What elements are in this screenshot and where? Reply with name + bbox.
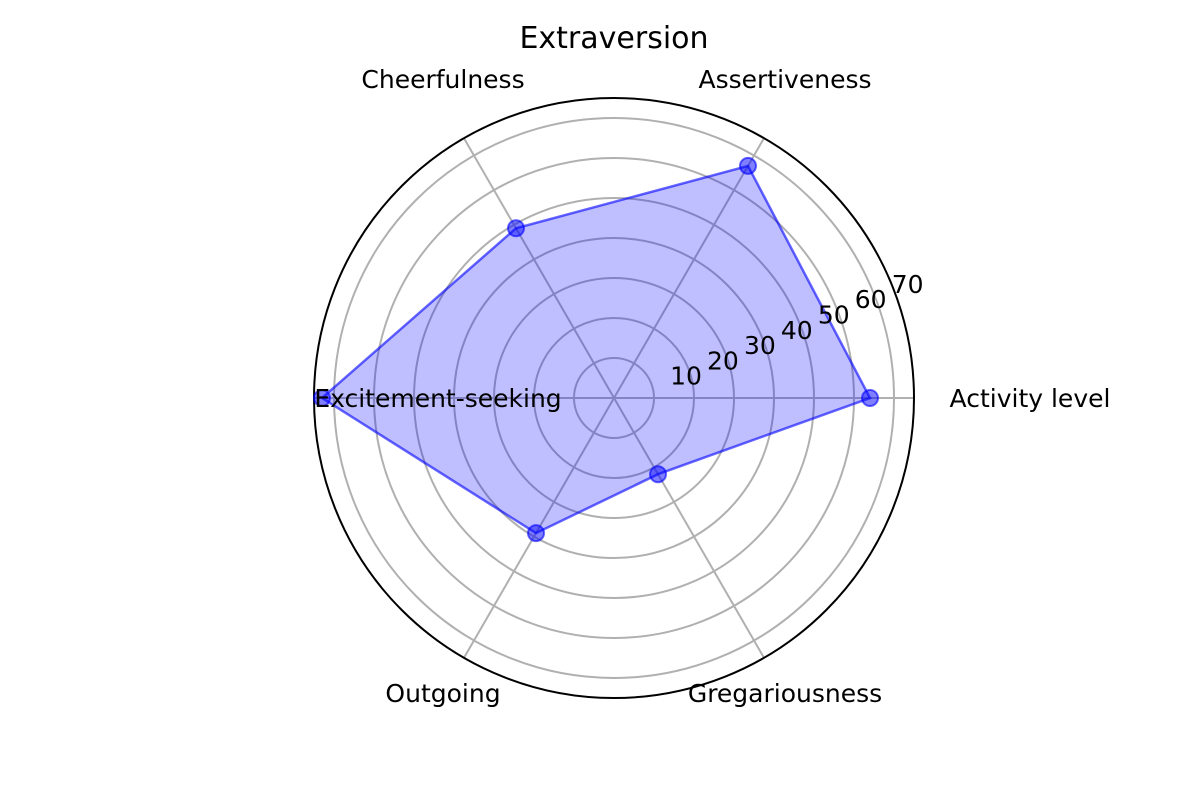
data-point bbox=[649, 465, 667, 484]
chart-title: Extraversion bbox=[519, 21, 708, 56]
radial-tick-label: 20 bbox=[707, 346, 739, 375]
category-label: Outgoing bbox=[385, 679, 500, 708]
axis-labels: Activity level Assertiveness Cheerfulness E… bbox=[314, 65, 1110, 708]
category-label: Assertiveness bbox=[698, 65, 871, 94]
data-series bbox=[313, 156, 879, 543]
category-label: Cheerfulness bbox=[361, 65, 524, 94]
radial-tick-label: 70 bbox=[892, 270, 924, 299]
data-point bbox=[507, 219, 525, 238]
data-point bbox=[739, 156, 757, 175]
radial-tick-label: 50 bbox=[818, 301, 850, 330]
radial-tick-label: 60 bbox=[855, 285, 887, 314]
data-point bbox=[313, 389, 331, 407]
radial-tick-label: 40 bbox=[781, 316, 813, 345]
spoke-line bbox=[613, 137, 765, 399]
radial-tick-label: 30 bbox=[744, 331, 776, 360]
category-label: Gregariousness bbox=[688, 679, 882, 708]
data-point bbox=[861, 389, 879, 407]
category-label: Activity level bbox=[950, 384, 1111, 413]
data-point bbox=[527, 524, 545, 543]
radial-tick-label: 10 bbox=[670, 362, 702, 391]
series-area bbox=[319, 164, 872, 535]
category-label: Excitement-seeking bbox=[314, 384, 561, 413]
spoke-line bbox=[613, 397, 765, 659]
spoke-line bbox=[463, 137, 615, 399]
